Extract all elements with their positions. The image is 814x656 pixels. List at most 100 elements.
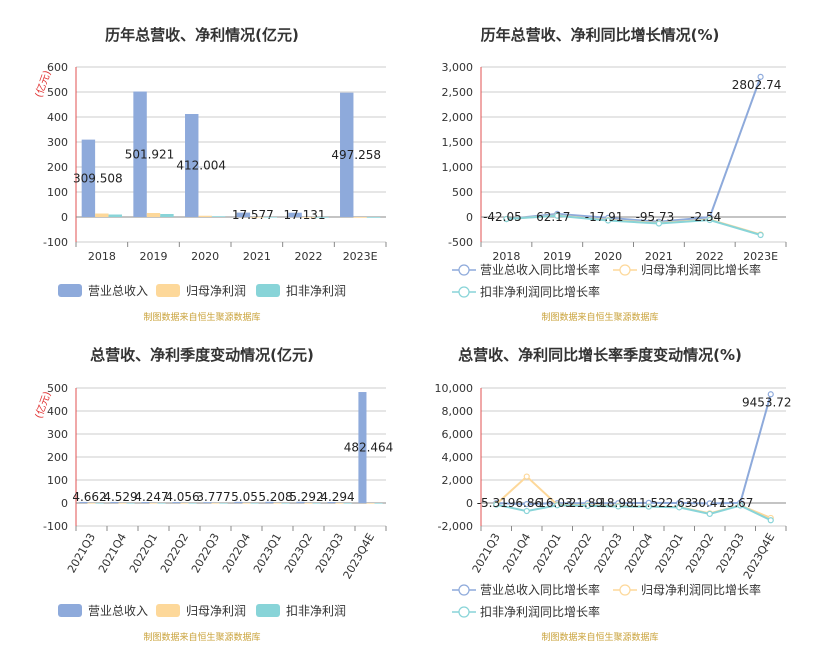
x-tick-label: 2020 <box>191 250 219 263</box>
data-label: -96.86 <box>503 496 542 510</box>
y-tick-label: 3,000 <box>442 61 474 74</box>
legend-marker <box>458 286 470 298</box>
x-tick-label: 2018 <box>492 250 520 263</box>
data-point <box>767 391 774 398</box>
legend-item[interactable]: 营业总收入同比增长率 <box>452 582 600 597</box>
series-line <box>506 214 761 236</box>
x-tick-label: 2022Q4 <box>220 531 253 575</box>
x-tick-label: 2023Q4E <box>341 531 378 581</box>
data-point <box>655 220 663 227</box>
bar <box>198 215 212 217</box>
y-tick-label: 0 <box>466 211 473 224</box>
data-point <box>523 507 530 515</box>
legend-item[interactable]: 归母净利润同比增长率 <box>613 582 761 597</box>
chart-panel-1: 历年总营收、净利情况(亿元)(亿元)-100010020030040050060… <box>32 26 387 323</box>
data-label: 17.131 <box>284 208 326 222</box>
chart-title: 总营收、净利季度变动情况(亿元) <box>90 346 314 364</box>
data-label: 309.508 <box>73 171 123 185</box>
legend-label: 归母净利润同比增长率 <box>641 262 761 277</box>
y-tick-label: 0 <box>61 497 68 510</box>
series-line <box>496 503 772 522</box>
legend-item[interactable]: 营业总收入 <box>58 604 148 618</box>
y-tick-label: 1,500 <box>442 136 474 149</box>
data-label: 501.921 <box>125 147 175 161</box>
data-label: 2802.74 <box>732 78 782 92</box>
legend-item[interactable]: 归母净利润 <box>156 604 246 618</box>
data-point <box>615 503 622 510</box>
bar <box>110 501 119 503</box>
legend-swatch <box>58 284 82 297</box>
chart-panel-2: 历年总营收、净利同比增长情况(%) -500 0 500 1,000 1,500 2,000… <box>442 26 787 323</box>
source-note: 制图数据来自恒生聚源数据库 <box>143 631 260 643</box>
bar <box>366 503 375 504</box>
data-label: 4.056 <box>165 490 199 504</box>
x-tick-label: 2022Q1 <box>127 531 160 575</box>
bar <box>335 503 344 504</box>
data-point <box>757 231 764 239</box>
series-line <box>506 76 762 223</box>
x-tick-label: 2022Q3 <box>592 531 625 575</box>
y-tick-label: 500 <box>47 382 68 395</box>
data-point <box>767 517 774 524</box>
bar <box>188 503 197 504</box>
bar <box>219 503 228 504</box>
y-tick-label: -500 <box>448 236 473 249</box>
bar <box>265 501 274 503</box>
bar <box>234 501 243 503</box>
x-tick-label: 2021Q3 <box>65 531 98 575</box>
x-tick-label: 2019 <box>140 250 168 263</box>
bar <box>185 113 199 217</box>
bar <box>358 392 367 503</box>
y-tick-label: 300 <box>47 136 68 149</box>
bar <box>87 503 96 504</box>
legend-label: 扣非净利润同比增长率 <box>480 284 600 299</box>
bar <box>263 217 277 218</box>
bar <box>312 503 321 504</box>
bar <box>126 503 135 504</box>
legend-item[interactable]: 扣非净利润 <box>256 284 346 298</box>
x-tick-label: 2022Q2 <box>158 531 191 575</box>
legend-item[interactable]: 营业总收入 <box>58 284 148 298</box>
data-label: 4.247 <box>134 490 168 504</box>
data-point <box>554 212 561 219</box>
legend-item[interactable]: 扣非净利润同比增长率 <box>452 284 600 299</box>
bar <box>141 502 150 503</box>
legend-label: 营业总收入同比增长率 <box>480 262 600 277</box>
legend-label: 归母净利润 <box>186 284 246 298</box>
bar <box>172 502 181 503</box>
y-tick-label: 0 <box>466 497 473 510</box>
legend-item[interactable]: 扣非净利润 <box>256 604 346 618</box>
legend-marker <box>458 584 470 596</box>
bar <box>288 212 302 217</box>
y-tick-label: -100 <box>43 520 68 533</box>
legend-label: 归母净利润同比增长率 <box>641 582 761 597</box>
legend-item[interactable]: 归母净利润同比增长率 <box>613 262 761 277</box>
legend-item[interactable]: 扣非净利润同比增长率 <box>452 604 600 619</box>
data-label: 482.464 <box>344 441 394 455</box>
data-label: 62.17 <box>536 210 570 224</box>
bar <box>81 139 96 217</box>
data-label: -5.31 <box>477 496 508 510</box>
data-label: 11.5 <box>631 496 658 510</box>
x-tick-label: 2022Q3 <box>189 531 222 575</box>
bar <box>250 503 259 504</box>
y-tick-label: 10,000 <box>435 382 474 395</box>
data-label: -42.05 <box>483 210 522 224</box>
bar <box>79 501 88 503</box>
legend-swatch <box>58 604 82 617</box>
legend-label: 营业总收入同比增长率 <box>480 582 600 597</box>
legend-item[interactable]: 归母净利润 <box>156 284 246 298</box>
data-point <box>493 501 500 508</box>
data-label: -17.91 <box>585 210 624 224</box>
y-tick-label: 4,000 <box>442 451 474 464</box>
legend-item[interactable]: 营业总收入同比增长率 <box>452 262 600 277</box>
x-tick-label: 2023Q1 <box>251 531 284 575</box>
x-tick-label: 2021 <box>645 250 673 263</box>
bar <box>327 502 336 503</box>
data-label: -95.73 <box>636 210 675 224</box>
data-label: 5.208 <box>258 490 292 504</box>
y-tick-label: 8,000 <box>442 405 474 418</box>
legend-label: 归母净利润 <box>186 604 246 618</box>
bar <box>118 503 127 504</box>
